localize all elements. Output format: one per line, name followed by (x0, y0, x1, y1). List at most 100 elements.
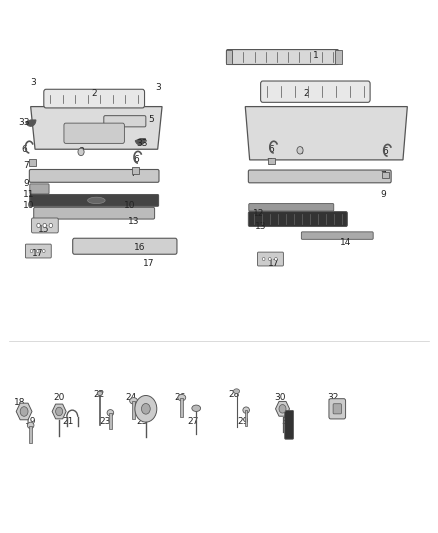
Circle shape (262, 257, 265, 261)
Text: 8: 8 (78, 148, 84, 156)
FancyBboxPatch shape (285, 410, 293, 439)
Text: 6: 6 (268, 145, 275, 154)
FancyBboxPatch shape (329, 399, 346, 419)
Text: 17: 17 (268, 260, 279, 268)
Bar (335, 50, 342, 64)
Text: 19: 19 (25, 417, 36, 425)
Text: 7: 7 (380, 172, 386, 180)
Polygon shape (31, 107, 162, 149)
Bar (245, 410, 247, 426)
Circle shape (297, 147, 303, 154)
FancyBboxPatch shape (226, 50, 339, 64)
Circle shape (141, 403, 150, 414)
Text: 33: 33 (137, 140, 148, 148)
Circle shape (30, 249, 33, 253)
Bar (268, 158, 275, 164)
Wedge shape (135, 139, 145, 145)
Text: 23: 23 (99, 417, 111, 425)
Bar (132, 167, 139, 174)
Text: 30: 30 (275, 393, 286, 401)
Ellipse shape (178, 394, 186, 401)
Text: 20: 20 (53, 393, 65, 401)
Text: 32: 32 (327, 393, 339, 401)
Text: 11: 11 (23, 190, 34, 199)
FancyBboxPatch shape (248, 170, 391, 183)
Circle shape (56, 407, 63, 416)
FancyBboxPatch shape (73, 238, 177, 254)
Bar (109, 413, 112, 429)
Text: 13: 13 (128, 217, 139, 225)
Text: 28: 28 (229, 390, 240, 399)
FancyBboxPatch shape (30, 184, 49, 194)
Text: 7: 7 (23, 161, 29, 169)
Circle shape (279, 405, 286, 413)
Text: 26: 26 (174, 393, 185, 401)
Text: 33: 33 (18, 118, 30, 127)
Text: 14: 14 (340, 238, 352, 247)
FancyBboxPatch shape (301, 232, 373, 239)
FancyBboxPatch shape (32, 218, 58, 233)
Polygon shape (276, 401, 290, 416)
Bar (29, 159, 36, 166)
Wedge shape (26, 120, 36, 126)
Text: 31: 31 (281, 417, 293, 425)
Text: 22: 22 (93, 390, 104, 399)
Text: 16: 16 (134, 244, 146, 252)
FancyBboxPatch shape (44, 89, 145, 108)
Polygon shape (16, 403, 32, 420)
Text: 7: 7 (131, 169, 137, 177)
Ellipse shape (97, 391, 102, 395)
Text: 9: 9 (380, 190, 386, 199)
Text: 6: 6 (133, 156, 139, 164)
Text: 6: 6 (21, 145, 27, 154)
Bar (180, 398, 184, 417)
Circle shape (275, 257, 277, 261)
Bar (382, 172, 389, 178)
Text: 13: 13 (255, 222, 266, 231)
Bar (29, 426, 32, 443)
Text: 10: 10 (23, 201, 34, 209)
Text: 2: 2 (304, 89, 309, 98)
Text: 17: 17 (143, 260, 155, 268)
FancyBboxPatch shape (30, 195, 159, 206)
FancyBboxPatch shape (64, 123, 124, 143)
Bar (132, 401, 135, 419)
Bar (226, 50, 232, 64)
Text: 3: 3 (30, 78, 36, 87)
Circle shape (20, 407, 28, 416)
Circle shape (135, 395, 157, 422)
FancyBboxPatch shape (104, 116, 146, 127)
Ellipse shape (243, 407, 250, 414)
Circle shape (268, 257, 271, 261)
Text: 5: 5 (148, 116, 154, 124)
Circle shape (37, 223, 40, 228)
Ellipse shape (192, 405, 201, 411)
Text: 9: 9 (23, 180, 29, 188)
Text: 7: 7 (266, 158, 272, 167)
FancyBboxPatch shape (34, 207, 155, 219)
Text: 24: 24 (126, 393, 137, 401)
Text: 29: 29 (237, 417, 249, 425)
FancyBboxPatch shape (261, 81, 370, 102)
FancyBboxPatch shape (29, 169, 159, 182)
FancyBboxPatch shape (25, 244, 51, 258)
FancyBboxPatch shape (248, 212, 347, 227)
Text: 1: 1 (312, 52, 318, 60)
Text: 12: 12 (253, 209, 264, 217)
FancyBboxPatch shape (258, 252, 283, 266)
Ellipse shape (233, 389, 240, 393)
Text: 6: 6 (382, 148, 389, 156)
Polygon shape (52, 404, 66, 419)
Text: 27: 27 (187, 417, 198, 425)
Circle shape (42, 249, 45, 253)
Ellipse shape (88, 197, 105, 204)
Circle shape (43, 223, 46, 228)
Text: 25: 25 (137, 417, 148, 425)
Text: 3: 3 (155, 84, 161, 92)
Text: 10: 10 (124, 201, 135, 209)
Text: 18: 18 (14, 398, 25, 407)
Circle shape (49, 223, 53, 228)
Text: 2: 2 (92, 89, 97, 98)
FancyBboxPatch shape (249, 204, 334, 211)
Polygon shape (245, 107, 407, 160)
